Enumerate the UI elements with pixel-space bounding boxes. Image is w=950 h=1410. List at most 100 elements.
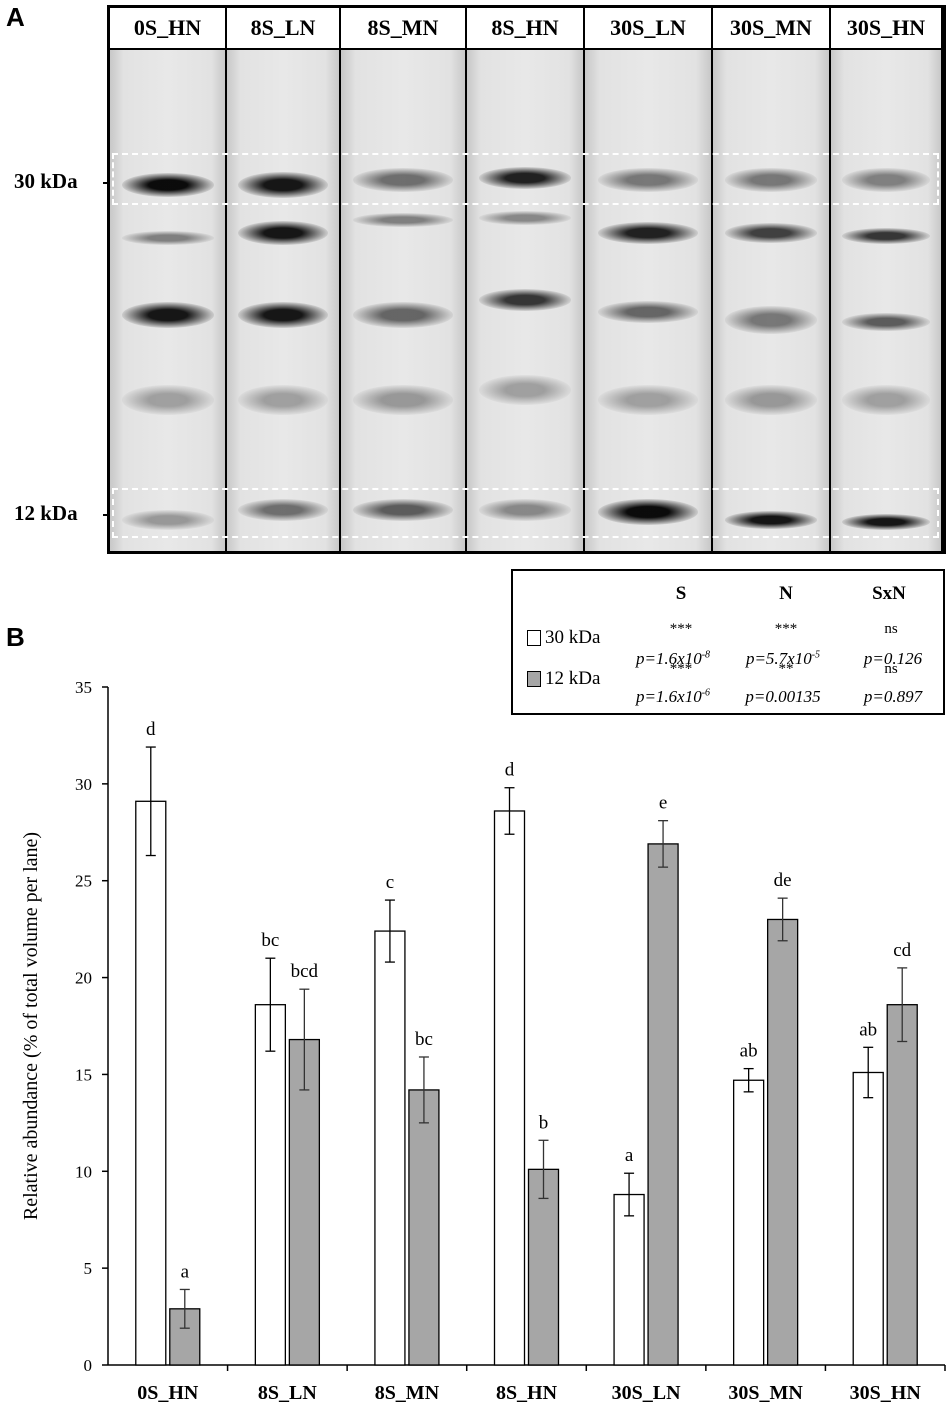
- marker-30kda-label: 30 kDa: [14, 169, 78, 193]
- y-axis-label: Relative abundance (% of total volume pe…: [20, 832, 42, 1220]
- significance-letter: d: [146, 719, 156, 740]
- sig-12kda-s: ***: [669, 661, 693, 677]
- significance-letter: bc: [261, 930, 279, 951]
- protein-band: [597, 222, 699, 244]
- x-tick-label: 30S_LN: [612, 1382, 681, 1404]
- y-tick-label: 30: [75, 775, 92, 794]
- protein-band: [724, 306, 818, 334]
- stats-header-s: S: [675, 583, 687, 604]
- protein-band: [121, 302, 214, 328]
- western-blot: 0S_HN 8S_LN 8S_MN 8S_HN 30S_LN 30S_MN 30S_HN: [107, 5, 946, 554]
- lane-header-30s_ln: 30S_LN: [585, 8, 713, 50]
- lane-header-30s_mn: 30S_MN: [713, 8, 831, 50]
- pval-30kda-sxn: p=0.126: [863, 649, 923, 668]
- stats-row-12kda: 12 kDa: [527, 668, 600, 690]
- legend-swatch-30kda: [527, 630, 541, 646]
- lane-header-30s_hn: 30S_HN: [831, 8, 943, 50]
- y-tick-label: 25: [75, 872, 92, 891]
- significance-letter: d: [505, 760, 515, 781]
- sig-12kda-sxn: ns: [884, 661, 898, 677]
- bar-30kda: [374, 930, 406, 1366]
- protein-band: [121, 510, 214, 530]
- y-tick-label: 20: [75, 969, 92, 988]
- blot-lane-0s_hn: [110, 50, 227, 551]
- significance-letter: de: [774, 870, 792, 891]
- significance-letter: b: [539, 1112, 549, 1133]
- significance-letter: bc: [415, 1029, 433, 1050]
- marker-12kda-tick: [103, 514, 109, 516]
- bar-30kda: [135, 800, 167, 1366]
- sig-30kda-sxn: ns: [884, 621, 898, 637]
- protein-band: [238, 221, 328, 245]
- sig-12kda-n: **: [778, 661, 794, 677]
- bar-30kda: [254, 1004, 287, 1366]
- x-tick-label: 8S_HN: [496, 1382, 558, 1404]
- protein-band: [121, 385, 214, 415]
- y-tick-label: 10: [75, 1162, 92, 1181]
- protein-band: [842, 514, 930, 530]
- lane-header-8s_ln: 8S_LN: [227, 8, 341, 50]
- significance-letter: ab: [859, 1019, 877, 1040]
- bar-30kda: [852, 1071, 884, 1366]
- lane-header-0s_hn: 0S_HN: [110, 8, 227, 50]
- bar-12kda: [766, 918, 799, 1366]
- legend-label-30kda: 30 kDa: [545, 627, 601, 648]
- bar-12kda: [886, 1004, 918, 1366]
- x-tick-label: 0S_HN: [137, 1382, 199, 1404]
- bar-12kda: [647, 843, 679, 1366]
- protein-band: [353, 168, 453, 192]
- protein-band: [238, 172, 328, 198]
- protein-band: [842, 385, 930, 415]
- protein-band: [724, 168, 818, 192]
- lane-header-8s_hn: 8S_HN: [467, 8, 585, 50]
- protein-band: [238, 385, 328, 415]
- significance-letter: e: [659, 793, 667, 814]
- protein-band: [597, 385, 699, 415]
- pval-30kda-s: p=1.6x10-8: [635, 649, 711, 668]
- sig-30kda-s: ***: [669, 621, 693, 637]
- protein-band: [121, 231, 214, 245]
- panel-a-label: A: [6, 2, 25, 32]
- y-tick-label: 15: [75, 1065, 92, 1084]
- legend-swatch-12kda: [527, 671, 541, 687]
- blot-lane-8s_hn: [467, 50, 585, 551]
- protein-band: [724, 511, 818, 529]
- bar-12kda: [408, 1089, 440, 1366]
- y-tick-label: 0: [84, 1356, 93, 1375]
- stats-header-sxn: SxN: [872, 583, 906, 604]
- legend-label-12kda: 12 kDa: [545, 668, 601, 689]
- protein-band: [842, 313, 930, 331]
- protein-band: [478, 167, 572, 189]
- x-tick-label: 8S_LN: [258, 1382, 317, 1404]
- significance-letter: c: [386, 872, 394, 893]
- abundance-bar-chart: 0 5 10 15 20 25 30 35 Relative abundance (% of t…: [20, 678, 946, 1404]
- stats-row-30kda: 30 kDa: [527, 627, 600, 649]
- pval-12kda-n: p=0.00135: [745, 687, 821, 706]
- x-tick-label: 30S_HN: [850, 1382, 922, 1404]
- protein-band: [842, 228, 930, 244]
- blot-lane-30s_mn: [713, 50, 831, 551]
- pval-12kda-sxn: p=0.897: [863, 687, 923, 706]
- blot-lane-8s_ln: [227, 50, 341, 551]
- significance-letter: a: [625, 1145, 634, 1166]
- protein-band: [353, 302, 453, 328]
- x-tick-label: 30S_MN: [728, 1382, 803, 1404]
- protein-band: [478, 375, 572, 405]
- significance-letter: ab: [740, 1041, 758, 1062]
- y-tick-label: 35: [75, 678, 92, 697]
- protein-band: [597, 301, 699, 323]
- protein-band: [478, 211, 572, 225]
- significance-letter: a: [181, 1261, 190, 1282]
- bar-12kda: [527, 1168, 560, 1366]
- protein-band: [353, 499, 453, 521]
- pval-30kda-n: p=5.7x10-5: [745, 649, 821, 668]
- protein-band: [478, 289, 572, 311]
- lane-header-8s_mn: 8S_MN: [341, 8, 467, 50]
- significance-letter: cd: [893, 940, 911, 961]
- pval-12kda-s: p=1.6x10-6: [635, 687, 711, 706]
- protein-band: [238, 499, 328, 521]
- bar-30kda: [493, 810, 526, 1366]
- marker-30kda-tick: [103, 182, 109, 184]
- protein-band: [597, 499, 699, 525]
- marker-12kda-label: 12 kDa: [14, 501, 78, 525]
